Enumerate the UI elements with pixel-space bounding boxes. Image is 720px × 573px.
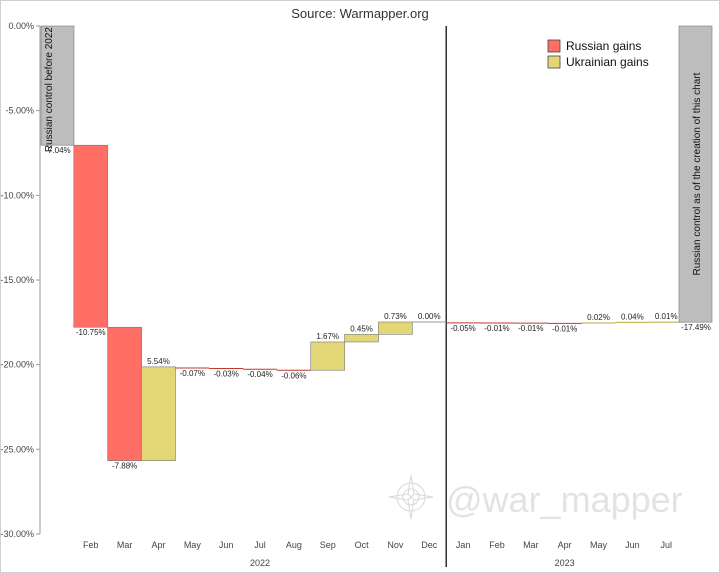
- x-tick-label: Jul: [660, 540, 672, 550]
- x-tick-label: May: [590, 540, 608, 550]
- x-tick-label: Dec: [421, 540, 438, 550]
- y-tick-label: -30.00%: [0, 529, 34, 539]
- bar-start-label: -7.04%: [45, 146, 70, 155]
- x-tick-label: Apr: [151, 540, 165, 550]
- bar: [310, 341, 346, 371]
- bar-value-label: 0.01%: [655, 312, 678, 321]
- x-tick-label: Jan: [456, 540, 471, 550]
- x-tick-label: Apr: [558, 540, 572, 550]
- bar: [344, 334, 379, 343]
- bar-value-label: 0.02%: [587, 313, 610, 322]
- x-tick-label: Feb: [83, 540, 99, 550]
- watermark-text: @war_mapper: [446, 479, 683, 520]
- bar-value-label: -0.03%: [213, 370, 238, 379]
- legend-swatch: [547, 55, 561, 69]
- bar-value-label: 1.67%: [316, 332, 339, 341]
- x-tick-label: Jul: [254, 540, 266, 550]
- x-tick-label: Jun: [625, 540, 640, 550]
- bar: [73, 144, 109, 328]
- bar: [107, 326, 142, 461]
- bar-value-label: 0.73%: [384, 312, 407, 321]
- bar-value-label: 0.04%: [621, 312, 644, 321]
- y-tick-label: -20.00%: [0, 360, 34, 370]
- bar-value-label: -7.88%: [112, 462, 137, 471]
- x-tick-label: Aug: [286, 540, 302, 550]
- chart-title: Source: Warmapper.org: [291, 6, 429, 21]
- bar: [378, 321, 413, 335]
- legend-label: Ukrainian gains: [566, 55, 649, 69]
- x-tick-label: Sep: [320, 540, 336, 550]
- bar-value-label: -0.01%: [552, 324, 577, 333]
- compass-rose-icon: [388, 474, 434, 520]
- bar-value-label: -10.75%: [76, 328, 106, 337]
- x-tick-label: Oct: [355, 540, 370, 550]
- bar-end: [678, 25, 713, 323]
- bar: [141, 366, 176, 461]
- legend-label: Russian gains: [566, 39, 641, 53]
- bar-value-label: 5.54%: [147, 357, 170, 366]
- bar-value-label: -0.06%: [281, 371, 306, 380]
- bar-end-text: Russian control as of the creation of th…: [692, 72, 703, 275]
- x-tick-label: Mar: [117, 540, 133, 550]
- bar-value-label: -0.01%: [484, 324, 509, 333]
- x-tick-label: Nov: [387, 540, 404, 550]
- bar-value-label: 0.00%: [418, 312, 441, 321]
- y-tick-label: -15.00%: [0, 275, 34, 285]
- x-tick-label: Mar: [523, 540, 539, 550]
- y-tick-label: -10.00%: [0, 190, 34, 200]
- bar-value-label: -0.05%: [450, 324, 475, 333]
- bar-end-label: -17.49%: [681, 323, 711, 332]
- bar-start-text: Russian control before 2022: [44, 27, 55, 153]
- legend: Russian gains Ukrainian gains: [547, 39, 649, 69]
- year-label: 2023: [555, 558, 575, 568]
- bar-value-label: -0.01%: [518, 324, 543, 333]
- bar-value-label: -0.07%: [180, 369, 205, 378]
- y-tick-label: -25.00%: [0, 444, 34, 454]
- y-tick-label: 0.00%: [8, 21, 34, 31]
- x-tick-label: May: [184, 540, 202, 550]
- x-tick-label: Jun: [219, 540, 234, 550]
- year-label: 2022: [250, 558, 270, 568]
- x-tick-label: Feb: [489, 540, 505, 550]
- bar-start: [40, 25, 75, 146]
- y-tick-label: -5.00%: [5, 106, 34, 116]
- watermark: @war_mapper: [388, 474, 683, 520]
- bar-value-label: 0.45%: [350, 324, 373, 333]
- legend-swatch: [547, 39, 561, 53]
- bar-value-label: -0.04%: [247, 370, 272, 379]
